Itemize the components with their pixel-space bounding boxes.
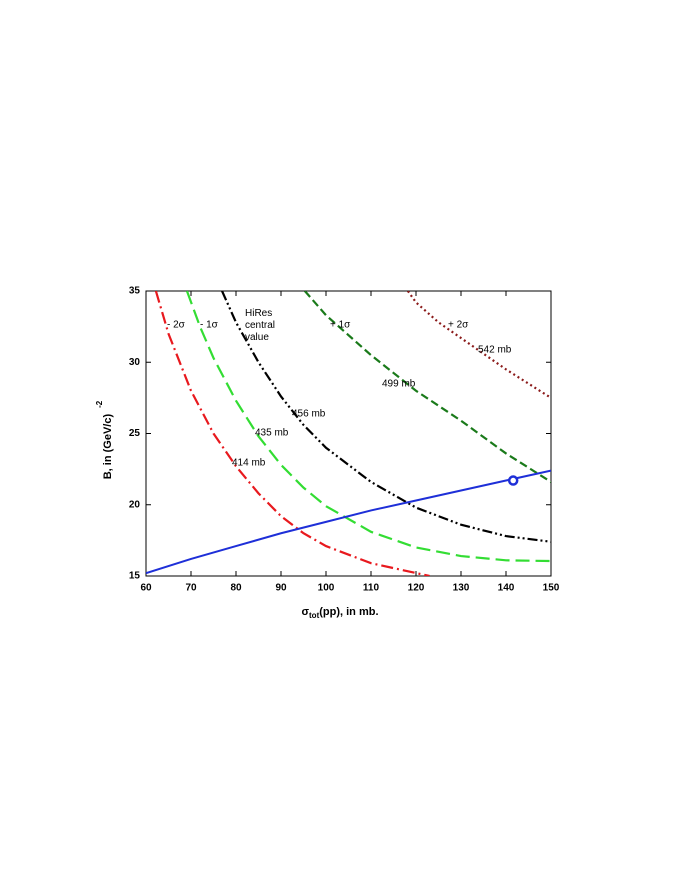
y-tick-label: 20 (129, 499, 141, 510)
curve (146, 469, 551, 575)
curve (304, 291, 551, 483)
y-axis-title: B, in (GeV/c)-2 (95, 400, 114, 479)
x-tick-label: 60 (140, 583, 152, 594)
x-tick-label: 110 (363, 583, 380, 594)
curve-value-label: 414 mb (232, 458, 266, 469)
x-tick-label: 130 (453, 583, 470, 594)
y-tick-label: 15 (129, 571, 141, 582)
x-tick-label: 90 (275, 583, 287, 594)
curve (221, 291, 551, 543)
curve-value-label: 435 mb (255, 428, 289, 439)
marker (507, 475, 519, 486)
curve (185, 291, 551, 563)
curve-value-label: 456 mb (292, 409, 326, 420)
x-tick-label: 70 (185, 583, 197, 594)
y-tick-label: 25 (129, 428, 141, 439)
curve-value-label: 499 mb (382, 379, 416, 390)
x-tick-label: 120 (408, 583, 425, 594)
curve-value-label: 542 mb (478, 345, 512, 356)
x-axis-title: σtot(pp), in mb. (301, 606, 378, 620)
curve-name: - 1σ (200, 320, 219, 331)
curve-name: HiRes central value (245, 308, 275, 343)
y-tick-label: 35 (129, 286, 141, 297)
y-tick-label: 30 (129, 357, 141, 368)
curve-name: + 2σ (448, 320, 469, 331)
x-tick-label: 140 (498, 583, 515, 594)
curve-name: + 1σ (330, 320, 351, 331)
x-tick-label: 80 (230, 583, 242, 594)
curve-name: - 2σ (167, 320, 186, 331)
curve (407, 291, 551, 399)
curve (154, 291, 430, 576)
x-tick-label: 150 (543, 583, 560, 594)
x-tick-label: 100 (318, 583, 335, 594)
